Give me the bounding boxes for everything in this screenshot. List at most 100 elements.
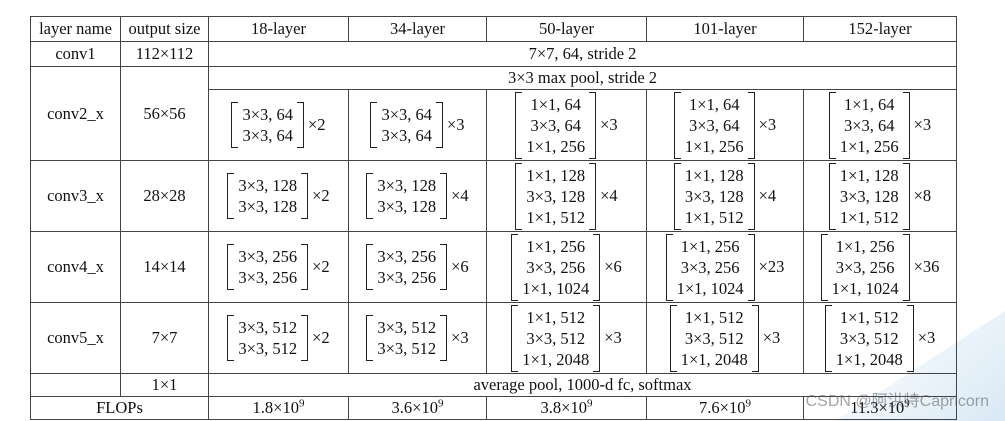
final-spec-cell: average pool, 1000-d fc, softmax — [208, 373, 957, 397]
table-body: layer name output size 18-layer 34-layer 50-… — [30, 16, 957, 420]
block-line: 3×3, 512 — [238, 339, 298, 358]
residual-block: 1×1, 256 3×3, 256 1×1, 1024 ×23 — [665, 233, 785, 301]
block-spec-cell: 3×3, 128 3×3, 128 ×2 — [208, 160, 349, 232]
block-multiplier: ×23 — [758, 257, 785, 276]
layer-name-cell: conv2_x — [30, 66, 121, 161]
block-line: 3×3, 512 — [526, 328, 586, 348]
csdn-watermark: CSDN @阿洪特Capricorn — [805, 393, 989, 410]
block-spec-cell: 3×3, 256 3×3, 256 ×6 — [348, 231, 487, 303]
block-line: 1×1, 128 — [684, 165, 744, 185]
block-bracket: 1×1, 64 3×3, 64 1×1, 256 — [828, 91, 910, 159]
table-row-flops: FLOPs 1.8×109 3.6×109 3.8×109 7.6×109 11.3×10… — [30, 396, 957, 420]
block-spec-cell: 1×1, 128 3×3, 128 1×1, 512 ×4 — [486, 160, 647, 232]
flops-base: 1.8×10 — [252, 398, 299, 417]
block-lines: 3×3, 512 3×3, 512 — [373, 315, 440, 361]
block-lines: 1×1, 128 3×3, 128 1×1, 512 — [522, 163, 589, 230]
block-bracket: 1×1, 256 3×3, 256 1×1, 1024 — [820, 233, 910, 301]
residual-block: 1×1, 128 3×3, 128 1×1, 512 ×4 — [673, 162, 777, 230]
block-spec-cell: 1×1, 256 3×3, 256 1×1, 1024 ×23 — [646, 231, 804, 303]
block-line: 1×1, 256 — [680, 236, 740, 256]
residual-block: 1×1, 64 3×3, 64 1×1, 256 ×3 — [673, 91, 776, 159]
flops-value-cell: 3.8×109 — [486, 396, 647, 420]
block-multiplier: ×3 — [762, 328, 781, 347]
block-spec-cell: 3×3, 64 3×3, 64 ×2 — [208, 89, 349, 161]
block-multiplier: ×4 — [451, 186, 469, 205]
flops-base: 7.6×10 — [699, 398, 746, 417]
block-bracket: 3×3, 256 3×3, 256 — [366, 244, 448, 290]
block-spec-cell: 3×3, 128 3×3, 128 ×4 — [348, 160, 487, 232]
block-multiplier: ×4 — [758, 186, 777, 205]
block-lines: 3×3, 256 3×3, 256 — [234, 244, 301, 290]
block-bracket: 1×1, 64 3×3, 64 1×1, 256 — [515, 91, 597, 159]
block-bracket: 3×3, 512 3×3, 512 — [366, 315, 448, 361]
block-line: 3×3, 128 — [238, 197, 298, 216]
block-line: 1×1, 512 — [526, 207, 586, 227]
output-size-cell: 56×56 — [120, 66, 209, 161]
layer-name-cell: conv5_x — [30, 302, 121, 374]
block-bracket: 3×3, 128 3×3, 128 — [366, 173, 448, 219]
block-line: 1×1, 256 — [684, 136, 744, 156]
residual-block: 1×1, 64 3×3, 64 1×1, 256 ×3 — [515, 91, 618, 159]
block-spec-cell: 3×3, 256 3×3, 256 ×2 — [208, 231, 349, 303]
column-header: 34-layer — [348, 16, 487, 42]
output-size-cell: 28×28 — [120, 160, 209, 232]
block-line: 1×1, 128 — [839, 165, 899, 185]
block-lines: 1×1, 256 3×3, 256 1×1, 1024 — [828, 234, 903, 301]
block-line: 1×1, 256 — [526, 236, 586, 256]
flops-exponent: 9 — [298, 397, 305, 410]
block-line: 3×3, 64 — [242, 105, 293, 124]
block-lines: 1×1, 64 3×3, 64 1×1, 256 — [522, 92, 589, 159]
block-multiplier: ×3 — [604, 328, 622, 347]
table-row-conv2-x: 3×3, 64 3×3, 64 ×2 3×3, 64 3×3, 64 ×3 1×1, 64 3… — [31, 89, 957, 161]
flops-exponent: 9 — [437, 397, 444, 410]
block-bracket: 3×3, 128 3×3, 128 — [227, 173, 309, 219]
flops-exponent: 9 — [904, 397, 910, 410]
block-multiplier: ×8 — [913, 186, 932, 205]
block-line: 1×1, 2048 — [522, 349, 590, 369]
block-bracket: 1×1, 128 3×3, 128 1×1, 512 — [828, 162, 910, 230]
block-line: 1×1, 128 — [526, 165, 586, 185]
block-bracket: 1×1, 128 3×3, 128 1×1, 512 — [515, 162, 597, 230]
block-line: 1×1, 512 — [526, 307, 586, 327]
block-line: 1×1, 512 — [684, 307, 744, 327]
residual-block: 1×1, 256 3×3, 256 1×1, 1024 ×36 — [820, 233, 939, 301]
block-line: 3×3, 128 — [526, 186, 586, 206]
block-bracket: 1×1, 128 3×3, 128 1×1, 512 — [673, 162, 755, 230]
output-size-cell: 7×7 — [120, 302, 209, 374]
block-multiplier: ×6 — [604, 257, 622, 276]
block-line: 1×1, 256 — [839, 136, 899, 156]
block-lines: 3×3, 64 3×3, 64 — [377, 102, 436, 148]
block-spec-cell: 1×1, 64 3×3, 64 1×1, 256 ×3 — [486, 89, 647, 161]
block-bracket: 3×3, 64 3×3, 64 — [231, 102, 304, 148]
block-line: 3×3, 512 — [377, 318, 437, 337]
layer-name-cell: conv4_x — [30, 231, 121, 303]
table-row-conv4-x: conv4_x 14×14 3×3, 256 3×3, 256 ×2 3×3, 256 3×… — [30, 231, 957, 303]
block-lines: 1×1, 128 3×3, 128 1×1, 512 — [681, 163, 748, 230]
block-bracket: 1×1, 256 3×3, 256 1×1, 1024 — [511, 233, 601, 301]
table-row-conv5-x: conv5_x 7×7 3×3, 512 3×3, 512 ×2 3×3, 512 3×3,… — [30, 302, 957, 374]
table-row-final: 1×1 average pool, 1000-d fc, softmax — [30, 373, 957, 397]
block-line: 3×3, 64 — [381, 105, 432, 124]
block-line: 3×3, 64 — [242, 126, 293, 145]
flops-value-cell: 3.6×109 — [348, 396, 487, 420]
block-lines: 3×3, 128 3×3, 128 — [234, 173, 301, 219]
residual-block: 3×3, 128 3×3, 128 ×4 — [366, 173, 469, 219]
residual-block: 3×3, 512 3×3, 512 ×2 — [227, 315, 330, 361]
block-line: 3×3, 128 — [238, 176, 298, 195]
block-line: 1×1, 1024 — [831, 278, 899, 298]
block-bracket: 1×1, 512 3×3, 512 1×1, 2048 — [511, 304, 601, 372]
block-lines: 3×3, 128 3×3, 128 — [373, 173, 440, 219]
block-line: 1×1, 2048 — [835, 349, 903, 369]
flops-base: 3.6×10 — [391, 398, 438, 417]
block-line: 1×1, 256 — [526, 136, 586, 156]
column-header: layer name — [30, 16, 121, 42]
layer-name-cell — [30, 373, 121, 397]
flops-base: 3.8×10 — [540, 398, 587, 417]
block-line: 1×1, 512 — [684, 207, 744, 227]
block-spec-cell: 1×1, 64 3×3, 64 1×1, 256 ×3 — [803, 89, 957, 161]
block-line: 1×1, 64 — [688, 94, 740, 114]
block-line: 3×3, 256 — [238, 268, 298, 287]
block-line: 3×3, 64 — [843, 115, 895, 135]
block-spec-cell: 3×3, 512 3×3, 512 ×3 — [348, 302, 487, 374]
flops-exponent: 9 — [745, 397, 751, 410]
